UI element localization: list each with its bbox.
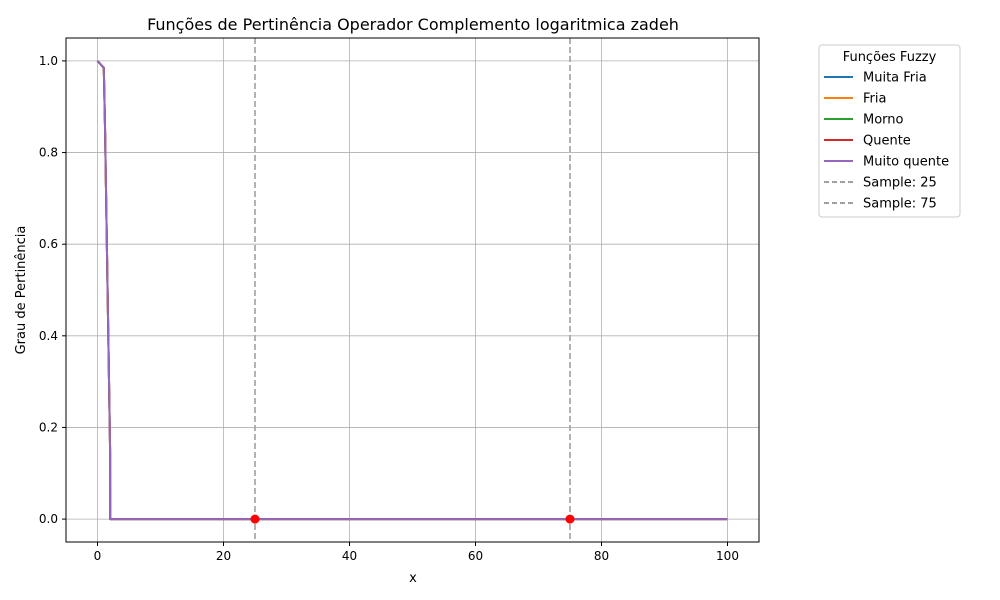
y-tick-label: 0.0 <box>39 512 58 526</box>
x-tick-label: 100 <box>716 549 739 563</box>
x-axis-label: x <box>409 571 417 586</box>
x-axis-ticks: 0 20 40 60 80 100 <box>94 542 739 563</box>
legend-label: Sample: 25 <box>863 176 937 191</box>
legend-label: Muito quente <box>863 155 949 170</box>
y-axis-ticks: 0.0 0.2 0.4 0.6 0.8 1.0 <box>39 54 66 526</box>
legend-label: Fria <box>863 92 886 107</box>
y-tick-label: 0.2 <box>39 420 58 434</box>
series-line <box>96 60 728 521</box>
legend-label: Sample: 75 <box>863 197 937 212</box>
series-line <box>96 60 728 521</box>
series-line <box>96 60 728 521</box>
x-tick-label: 80 <box>594 549 609 563</box>
x-tick-label: 0 <box>94 549 102 563</box>
y-tick-label: 0.8 <box>39 146 58 160</box>
y-tick-label: 0.4 <box>39 329 58 343</box>
y-tick-label: 1.0 <box>39 54 58 68</box>
legend-title: Funções Fuzzy <box>843 50 937 65</box>
legend-box <box>818 44 961 218</box>
legend-label: Morno <box>863 113 904 128</box>
series-lines <box>96 60 728 521</box>
x-tick-label: 20 <box>216 549 231 563</box>
legend-label: Quente <box>863 134 911 149</box>
sample-point <box>565 514 575 524</box>
chart-title: Funções de Pertinência Operador Compleme… <box>147 15 679 34</box>
sample-points <box>250 514 575 524</box>
y-axis-label: Grau de Pertinência <box>14 226 29 355</box>
legend: Funções Fuzzy Muita FriaFriaMornoQuenteM… <box>818 44 961 218</box>
legend-label: Muita Fria <box>863 71 927 86</box>
sample-lines <box>254 38 571 542</box>
y-tick-label: 0.6 <box>39 237 58 251</box>
sample-point <box>250 514 260 524</box>
x-tick-label: 40 <box>342 549 357 563</box>
series-line <box>96 60 728 521</box>
x-tick-label: 60 <box>468 549 483 563</box>
grid <box>66 38 759 542</box>
plot-area-frame <box>65 37 760 543</box>
series-line <box>96 60 728 521</box>
legend-items: Muita Fria Fria Morno Quente Muito quente Sam… <box>824 71 949 212</box>
